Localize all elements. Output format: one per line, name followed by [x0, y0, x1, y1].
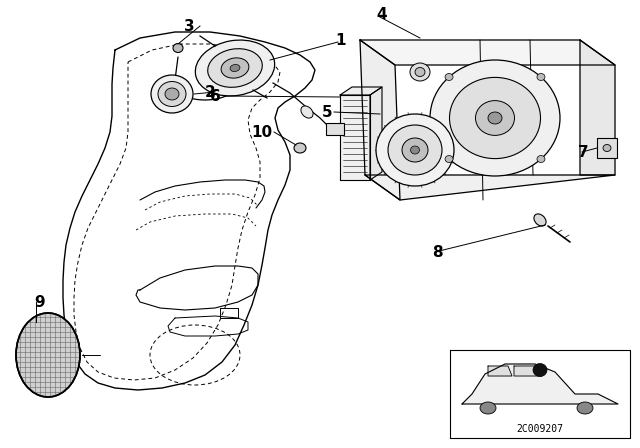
Ellipse shape [158, 82, 186, 107]
Ellipse shape [533, 363, 547, 376]
Ellipse shape [410, 63, 430, 81]
Polygon shape [370, 87, 382, 180]
Ellipse shape [402, 138, 428, 162]
Ellipse shape [173, 43, 183, 52]
Text: 4: 4 [376, 7, 387, 22]
Ellipse shape [480, 402, 496, 414]
Ellipse shape [195, 40, 275, 96]
Ellipse shape [301, 106, 313, 118]
Ellipse shape [603, 145, 611, 151]
Ellipse shape [208, 49, 262, 87]
Ellipse shape [488, 112, 502, 124]
Text: 3: 3 [184, 18, 195, 34]
Polygon shape [340, 95, 370, 180]
Text: 10: 10 [251, 125, 272, 139]
Polygon shape [488, 366, 512, 376]
Text: 7: 7 [578, 145, 589, 159]
Text: 6: 6 [211, 89, 221, 103]
Ellipse shape [534, 214, 546, 226]
Ellipse shape [430, 60, 560, 176]
Polygon shape [360, 40, 400, 200]
Ellipse shape [476, 101, 515, 135]
Polygon shape [360, 40, 615, 65]
Bar [597, 138, 617, 158]
Text: 2: 2 [204, 85, 215, 99]
Ellipse shape [410, 146, 419, 154]
Ellipse shape [577, 402, 593, 414]
Polygon shape [365, 175, 615, 200]
Ellipse shape [376, 114, 454, 186]
Ellipse shape [16, 313, 80, 397]
Ellipse shape [151, 75, 193, 113]
Ellipse shape [449, 78, 541, 159]
Polygon shape [462, 364, 618, 404]
Text: 5: 5 [321, 104, 332, 120]
Ellipse shape [294, 143, 306, 153]
Ellipse shape [537, 73, 545, 81]
Polygon shape [340, 87, 382, 95]
Bar [326, 123, 344, 135]
Ellipse shape [165, 88, 179, 100]
Ellipse shape [415, 68, 425, 77]
Text: 1: 1 [335, 33, 346, 47]
Ellipse shape [221, 58, 249, 78]
Ellipse shape [445, 155, 453, 163]
Polygon shape [514, 366, 542, 376]
Text: 8: 8 [432, 245, 443, 259]
Ellipse shape [537, 155, 545, 163]
Text: 2C009207: 2C009207 [516, 424, 563, 434]
Ellipse shape [388, 125, 442, 175]
Polygon shape [580, 40, 615, 175]
Ellipse shape [445, 73, 453, 81]
Ellipse shape [230, 65, 240, 72]
Text: 9: 9 [34, 294, 45, 310]
